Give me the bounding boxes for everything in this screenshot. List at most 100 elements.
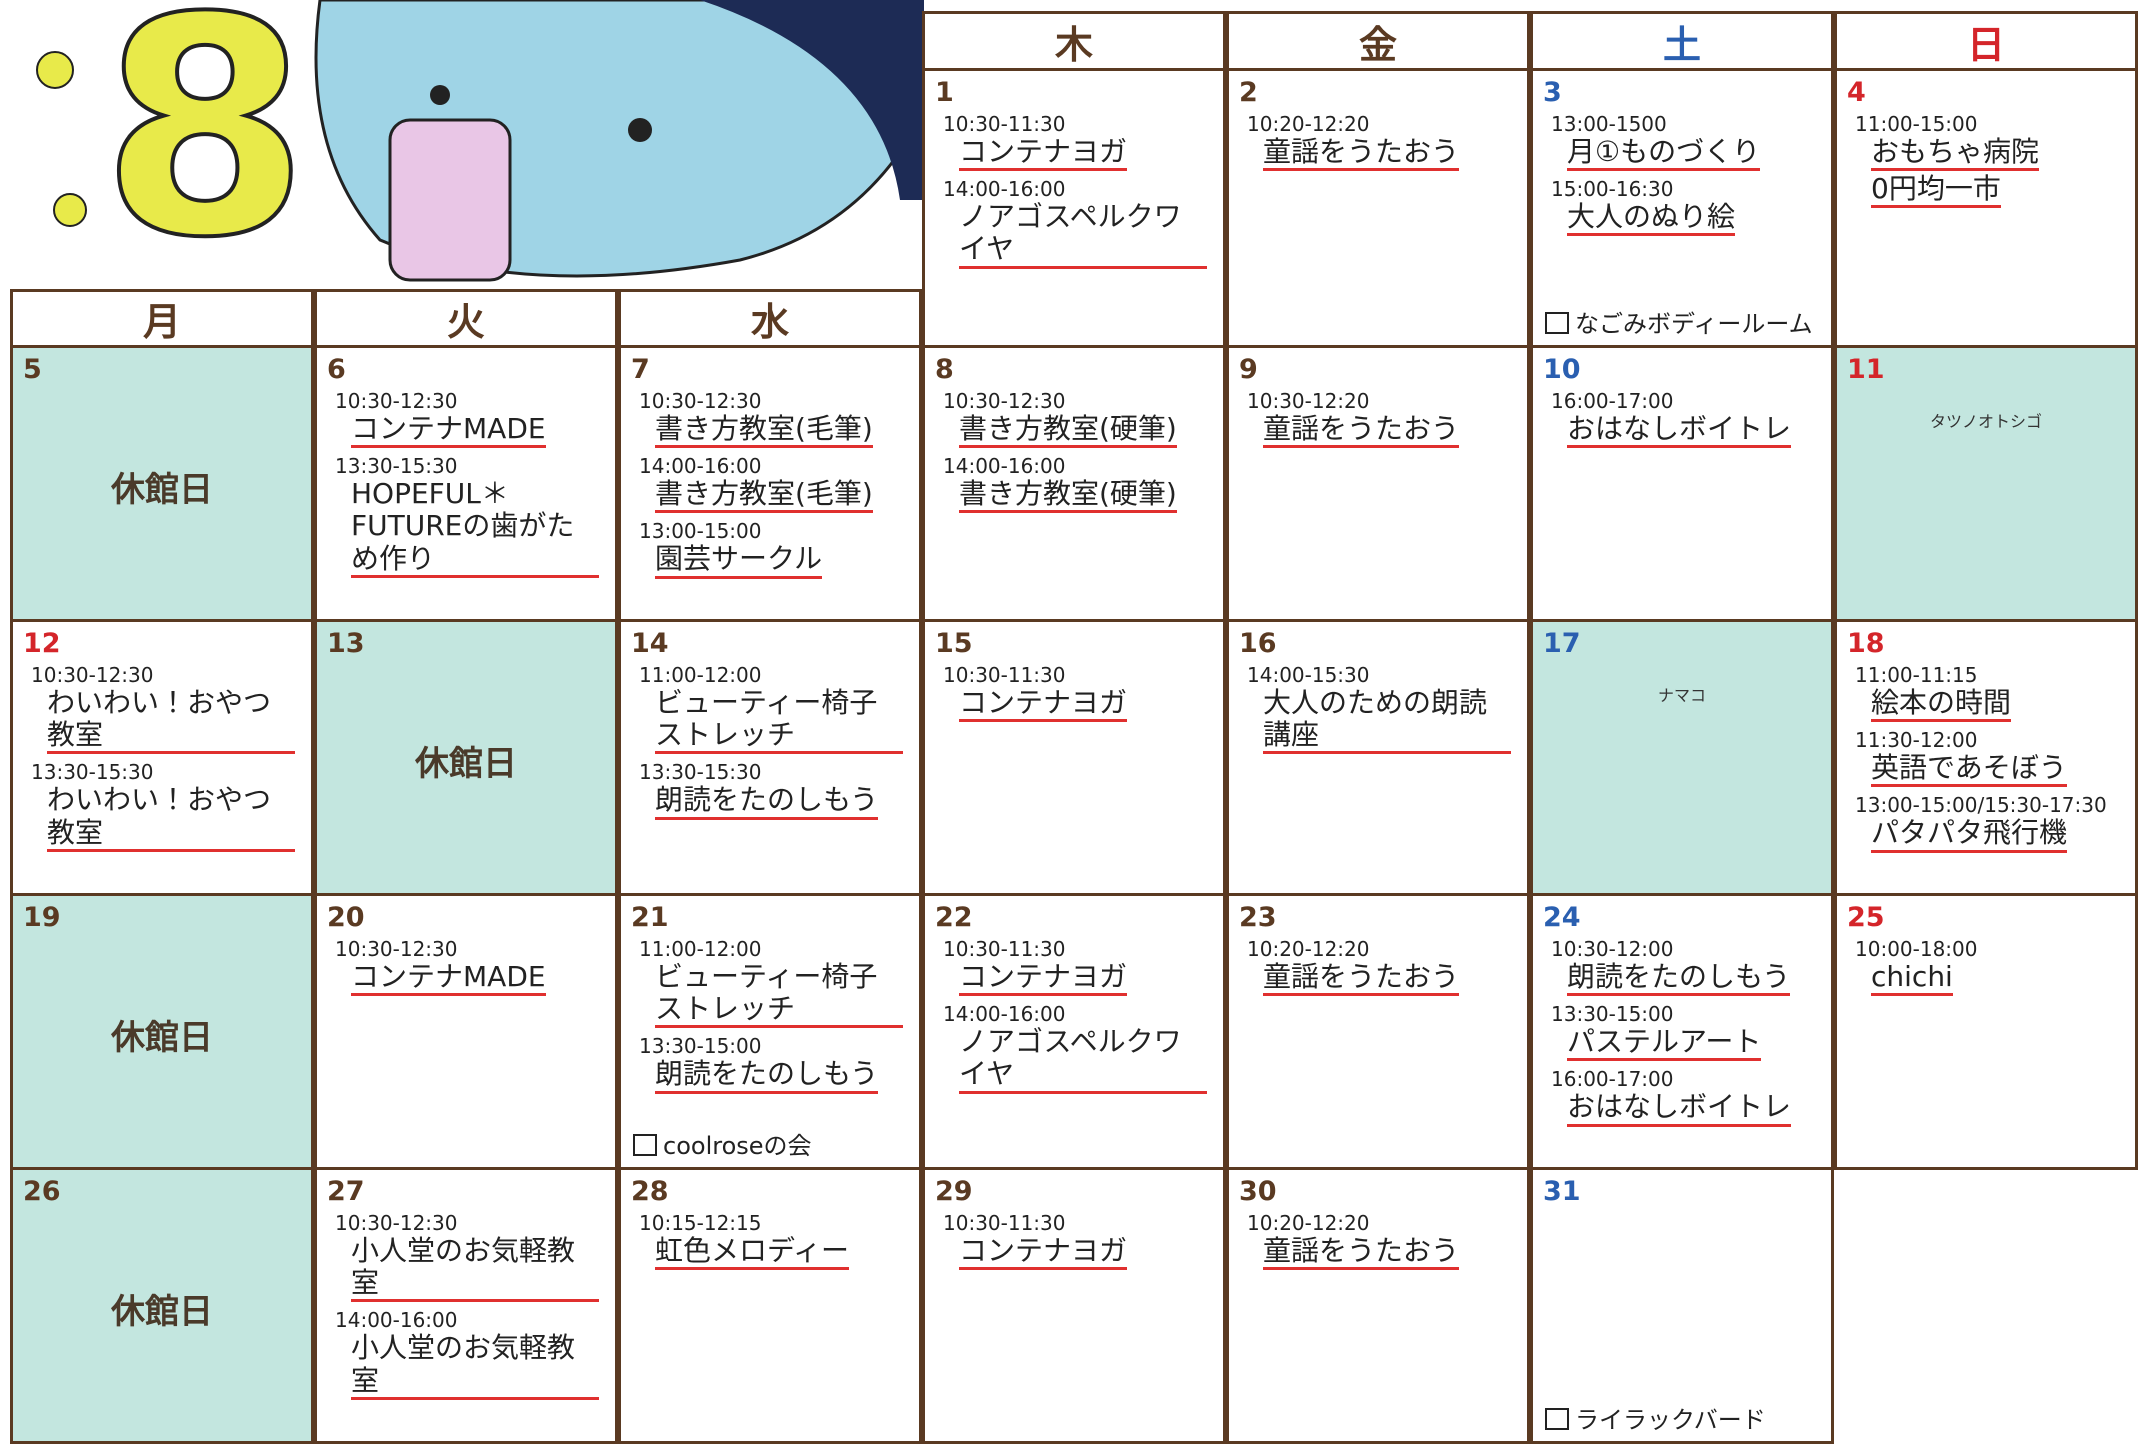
day-cell: 10 16:00-17:00 おはなしボイトレ	[1530, 345, 1834, 622]
event-time: 13:30-15:30	[335, 454, 458, 479]
weekday-header: 土	[1530, 11, 1834, 71]
event-title-row: ビューティー椅子ストレッチ	[631, 686, 909, 756]
event-title-row: 童謡をうたおう	[1239, 1234, 1517, 1272]
day-cell: 4 11:00-15:00 おもちゃ病院 0円均一市	[1834, 68, 2138, 348]
date-number: 25	[1847, 902, 1885, 933]
event-title: 書き方教室(毛筆)	[655, 412, 873, 449]
day-cell: 2 10:20-12:20 童謡をうたおう	[1226, 68, 1530, 348]
event-time: 13:30-15:30	[31, 760, 154, 785]
event-title-row: 月①ものづくり	[1543, 135, 1821, 173]
event-title-row: 小人堂のお気軽教室	[327, 1332, 605, 1401]
day-cell: 11 タツノオトシゴ	[1834, 345, 2138, 622]
date-number: 10	[1543, 354, 1581, 385]
event-title-row: 虹色メロディー	[631, 1234, 909, 1272]
header-illustration: 8	[36, 0, 924, 289]
event-time: 13:30-15:00	[639, 1034, 762, 1059]
date-number: 31	[1543, 1176, 1581, 1207]
event-time: 10:30-12:30	[335, 389, 458, 413]
day-cell: 3 13:00-1500 月①ものづくり 15:00-16:30 大人のぬり絵 なごみボデ…	[1530, 68, 1834, 348]
event-time: 11:00-11:15	[1855, 663, 1978, 687]
event-title: わいわい！おやつ教室	[47, 686, 295, 755]
date-number: 4	[1847, 77, 1866, 108]
day-cell: 31 ライラックバード	[1530, 1167, 1834, 1444]
event-title-row: chichi	[1847, 960, 2125, 998]
event-time: 10:20-12:20	[1247, 1211, 1370, 1235]
date-number: 22	[935, 902, 973, 933]
event-title: ノアゴスペルクワイヤ	[959, 200, 1207, 269]
illustration-caption: タツノオトシゴ	[1929, 411, 2042, 431]
event-title-row: ビューティー椅子ストレッチ	[631, 960, 909, 1030]
event-title: おもちゃ病院	[1871, 135, 2040, 172]
event-title-row: コンテナヨガ	[935, 1234, 1213, 1272]
event-title-row: 書き方教室(硬筆)	[935, 478, 1213, 515]
event-title: 大人のぬり絵	[1567, 201, 1736, 237]
event-title-row: おはなしボイトレ	[1543, 412, 1821, 450]
day-cell: 1 10:30-11:30 コンテナヨガ 14:00-16:00 ノアゴスペルクワイヤ	[922, 68, 1226, 348]
event-title: 童謡をうたおう	[1263, 135, 1460, 172]
day-cell: 16 14:00-15:30 大人のための朗読講座	[1226, 619, 1530, 896]
event-title-row: 朗読をたのしもう	[631, 1058, 909, 1095]
weekday-header: 月	[10, 289, 314, 348]
day-cell: 19 休館日	[10, 893, 314, 1170]
day-cell: 24 10:30-12:00 朗読をたのしもう 13:30-15:00 パステルアート 1…	[1530, 893, 1834, 1170]
day-cell: 17 ナマコ	[1530, 619, 1834, 896]
event-time: 14:00-16:00	[943, 177, 1066, 202]
event-title: 絵本の時間	[1871, 686, 2012, 723]
event-time: 14:00-16:00	[943, 454, 1066, 479]
day-cell: 20 10:30-12:30 コンテナMADE	[314, 893, 618, 1170]
event-time: 13:30-15:30	[639, 760, 762, 785]
event-title: 童謡をうたおう	[1263, 1234, 1460, 1271]
event-title-row: 0円均一市	[1847, 173, 2125, 210]
event-time: 11:00-12:00	[639, 937, 762, 961]
date-number: 9	[1239, 354, 1258, 385]
event-title-row: 書き方教室(硬筆)	[935, 412, 1213, 450]
event-title-row: 大人のための朗読講座	[1239, 686, 1517, 756]
event-title: HOPEFUL＊FUTUREの歯がため作り	[351, 478, 599, 578]
event-time: 10:20-12:20	[1247, 937, 1370, 961]
day-cell: 30 10:20-12:20 童謡をうたおう	[1226, 1167, 1530, 1444]
event-time: 10:30-11:30	[943, 663, 1066, 687]
event-title: コンテナヨガ	[959, 1234, 1128, 1271]
event-title: パタパタ飛行機	[1871, 817, 2068, 853]
day-cell: 7 10:30-12:30 書き方教室(毛筆) 14:00-16:00 書き方教室(毛筆…	[618, 345, 922, 622]
event-time: 10:30-12:00	[1551, 937, 1674, 961]
month-number: 8	[101, 0, 310, 289]
event-title-row: 書き方教室(毛筆)	[631, 478, 909, 515]
event-time: 16:00-17:00	[1551, 1067, 1674, 1092]
date-number: 16	[1239, 628, 1277, 659]
event-time: 13:00-15:00	[639, 519, 762, 544]
date-number: 6	[327, 354, 346, 385]
event-title-row: ノアゴスペルクワイヤ	[935, 1025, 1213, 1095]
event-title: コンテナMADE	[351, 960, 546, 997]
date-number: 27	[327, 1176, 365, 1207]
event-title: おはなしボイトレ	[1567, 1091, 1792, 1127]
event-title-row: 園芸サークル	[631, 543, 909, 580]
day-cell: 8 10:30-12:30 書き方教室(硬筆) 14:00-16:00 書き方教室(硬筆…	[922, 345, 1226, 622]
event-title-row: おはなしボイトレ	[1543, 1091, 1821, 1128]
event-title-row: おもちゃ病院	[1847, 135, 2125, 173]
day-cell: 26 休館日	[10, 1167, 314, 1444]
day-cell: 27 10:30-12:30 小人堂のお気軽教室 14:00-16:00 小人堂のお気軽…	[314, 1167, 618, 1444]
event-title: おはなしボイトレ	[1567, 412, 1792, 449]
venue-note: なごみボディールーム	[1545, 304, 1813, 339]
day-cell: 15 10:30-11:30 コンテナヨガ	[922, 619, 1226, 896]
event-title: ビューティー椅子ストレッチ	[655, 960, 903, 1029]
event-title-row: コンテナヨガ	[935, 135, 1213, 173]
event-time: 11:00-15:00	[1855, 112, 1978, 136]
date-number: 1	[935, 77, 954, 108]
event-time: 10:30-12:30	[31, 663, 154, 687]
event-time: 10:30-11:30	[943, 112, 1066, 136]
event-title: ノアゴスペルクワイヤ	[959, 1025, 1207, 1094]
event-time: 14:00-16:00	[943, 1002, 1066, 1027]
event-title: コンテナヨガ	[959, 686, 1128, 723]
event-time: 14:00-16:00	[335, 1308, 458, 1333]
date-number: 11	[1847, 354, 1885, 385]
date-number: 14	[631, 628, 669, 659]
event-title: コンテナヨガ	[959, 135, 1128, 172]
closed-label: 休館日	[111, 469, 213, 510]
event-title-row: 朗読をたのしもう	[1543, 960, 1821, 998]
closed-label: 休館日	[111, 1017, 213, 1058]
event-title: わいわい！おやつ教室	[47, 784, 295, 852]
weekday-header: 火	[314, 289, 618, 348]
event-title: 小人堂のお気軽教室	[351, 1332, 599, 1400]
